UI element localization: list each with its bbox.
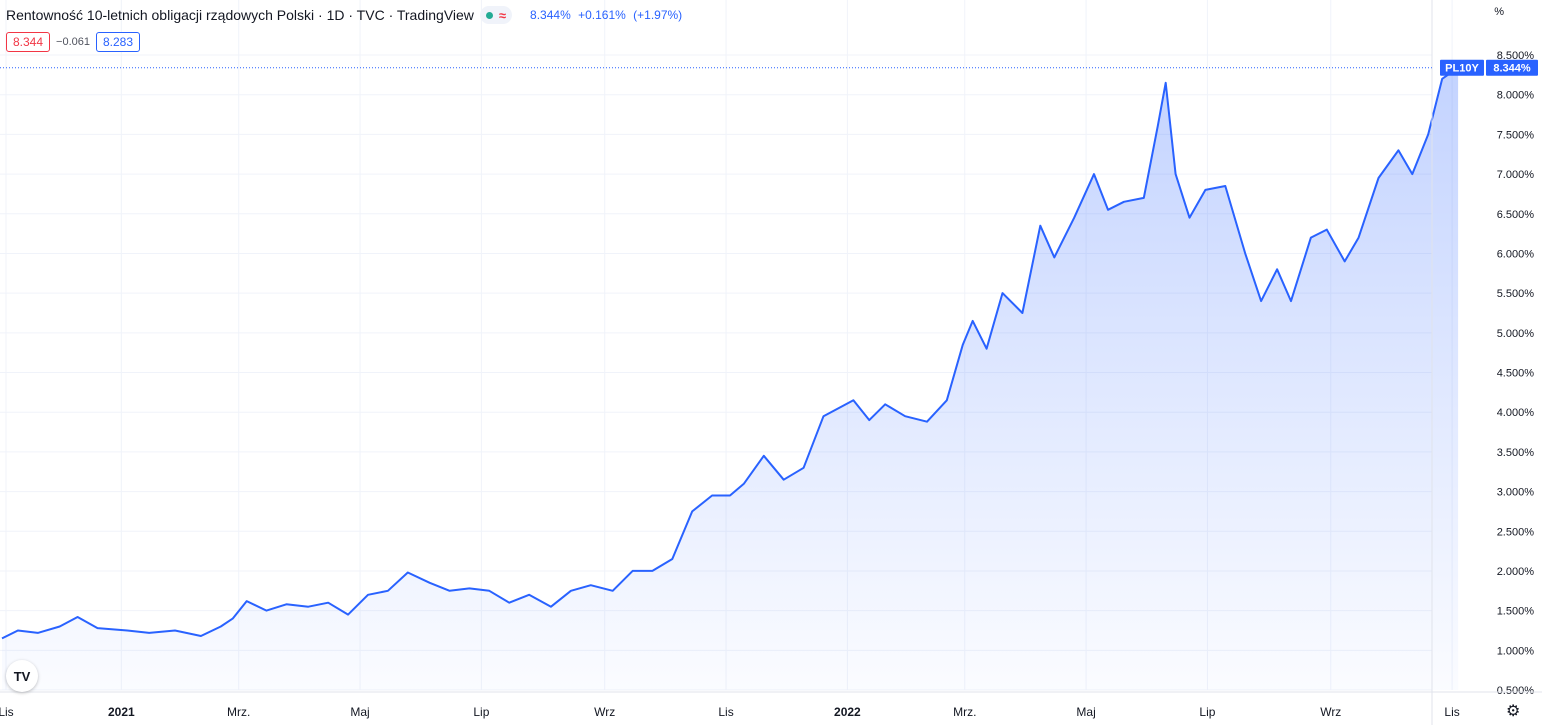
change-value: +0.161% bbox=[578, 8, 626, 22]
x-tick-label: 2021 bbox=[108, 705, 135, 719]
gear-icon[interactable]: ⚙ bbox=[1506, 703, 1521, 720]
symbol-tag-label: PL10Y bbox=[1445, 63, 1479, 75]
x-tick-label: Lis bbox=[1444, 705, 1459, 719]
y-tick-label: 3.500% bbox=[1497, 447, 1535, 459]
y-tick-label: 8.000% bbox=[1497, 90, 1535, 102]
series-line[interactable] bbox=[1, 66, 1459, 640]
change-percent: (+1.97%) bbox=[633, 8, 683, 22]
market-status[interactable]: ≈ bbox=[479, 6, 513, 24]
y-tick-label: 0.500% bbox=[1497, 685, 1535, 697]
chart-title[interactable]: Rentowność 10-letnich obligacji rządowyc… bbox=[6, 7, 474, 23]
last-value: 8.344% bbox=[530, 8, 571, 22]
spread-value: −0.061 bbox=[56, 36, 90, 48]
last-quote: 8.344% +0.161% (+1.97%) bbox=[530, 8, 686, 22]
x-tick-label: Lip bbox=[473, 705, 489, 719]
x-tick-label: Wrz bbox=[594, 705, 615, 719]
x-tick-label: 2022 bbox=[834, 705, 861, 719]
y-tick-label: 7.000% bbox=[1497, 169, 1535, 181]
chart-legend: Rentowność 10-letnich obligacji rządowyc… bbox=[6, 6, 686, 24]
y-tick-label: 8.500% bbox=[1497, 50, 1535, 62]
y-tick-label: 1.000% bbox=[1497, 645, 1535, 657]
symbol-tag bbox=[1440, 59, 1484, 76]
x-tick-label: Mrz. bbox=[953, 705, 976, 719]
unit-label: % bbox=[1494, 6, 1504, 18]
y-tick-label: 3.000% bbox=[1497, 487, 1535, 499]
y-tick-label: 1.500% bbox=[1497, 606, 1535, 618]
logo-text: TV bbox=[13, 668, 31, 684]
x-tick-label: Lis bbox=[718, 705, 733, 719]
y-tick-label: 2.000% bbox=[1497, 566, 1535, 578]
price-tag: PL10Y 8.344% bbox=[0, 59, 1538, 76]
series-area bbox=[2, 67, 1459, 690]
y-tick-label: 6.500% bbox=[1497, 209, 1535, 221]
x-tick-label: Wrz bbox=[1320, 705, 1341, 719]
order-badges: 8.344 −0.061 8.283 bbox=[6, 32, 141, 52]
x-tick-label: Maj bbox=[1076, 705, 1095, 719]
buy-badge[interactable]: 8.283 bbox=[95, 32, 141, 52]
price-axis[interactable]: 8.500% 8.000% 7.500% 7.000% 6.500% 6.000% 5.50… bbox=[1497, 50, 1535, 697]
y-tick-label: 5.000% bbox=[1497, 328, 1535, 340]
series-layer bbox=[1, 64, 1462, 690]
y-tick-label: 7.500% bbox=[1497, 129, 1535, 141]
approx-icon: ≈ bbox=[498, 7, 507, 23]
x-tick-label: Lis bbox=[0, 705, 14, 719]
y-tick-label: 5.500% bbox=[1497, 288, 1535, 300]
tradingview-logo-icon[interactable]: TV bbox=[6, 660, 38, 692]
price-tag-box bbox=[1486, 59, 1538, 76]
y-tick-label: 4.000% bbox=[1497, 407, 1535, 419]
y-tick-label: 4.500% bbox=[1497, 368, 1535, 380]
sell-badge[interactable]: 8.344 bbox=[6, 32, 51, 52]
x-tick-label: Maj bbox=[350, 705, 369, 719]
x-tick-label: Lip bbox=[1199, 705, 1215, 719]
y-tick-label: 2.500% bbox=[1497, 526, 1535, 538]
price-tag-value: 8.344% bbox=[1493, 63, 1531, 75]
y-tick-label: 6.000% bbox=[1497, 248, 1535, 260]
x-tick-label: Mrz. bbox=[227, 705, 250, 719]
market-open-icon bbox=[485, 11, 493, 19]
